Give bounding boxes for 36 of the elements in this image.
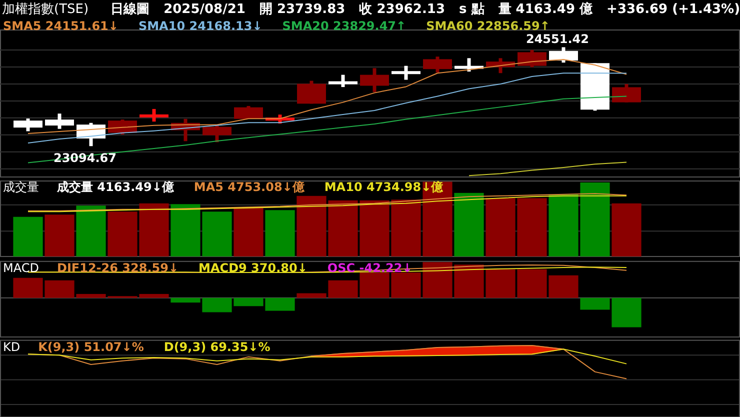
candlestick xyxy=(45,114,74,129)
text: SMA10 24168.13↓ xyxy=(138,19,262,33)
annotation: 24551.42 xyxy=(526,32,590,46)
bar xyxy=(76,206,106,256)
bar xyxy=(265,210,295,256)
text: +336.69 (+1.43%) xyxy=(606,2,740,17)
text: SMA60 22856.59↑ xyxy=(426,19,550,33)
chart-title: MACD xyxy=(3,261,39,275)
candlestick xyxy=(454,58,484,72)
series-label: DIF12-26 328.59↓ xyxy=(56,261,179,275)
series-label: 成交量 4163.49↓億 xyxy=(56,180,175,194)
text: 2025/08/21 xyxy=(164,2,246,17)
candlestick xyxy=(328,74,358,88)
candlestick xyxy=(140,108,168,122)
text: 日線圖 xyxy=(110,2,150,17)
candlestick xyxy=(14,118,42,132)
bar xyxy=(234,207,264,256)
bar xyxy=(13,216,43,256)
series-label: MACD9 370.80↓ xyxy=(198,261,308,275)
bar xyxy=(454,192,484,256)
text: 收 23962.13 xyxy=(359,2,446,17)
annotation: 23094.67 xyxy=(53,151,117,166)
chart-title: 加權指數(TSE) xyxy=(2,2,89,17)
text: s 點 xyxy=(459,2,484,17)
chart-title: 成交量 xyxy=(3,180,39,194)
text: SMA5 24151.61↓ xyxy=(3,19,118,33)
candlestick xyxy=(392,66,420,80)
series-label: K(9,3) 51.07↓% xyxy=(38,340,144,354)
text: 開 23739.83 xyxy=(259,2,346,17)
text: 量 4163.49 億 xyxy=(497,1,594,17)
bar xyxy=(44,214,74,256)
series-label: MA5 4753.08↓億 xyxy=(194,180,306,194)
text: SMA20 23829.47↑ xyxy=(282,19,406,33)
chart-title: KD xyxy=(3,340,20,354)
bar xyxy=(612,203,642,256)
series-label: D(9,3) 69.35↓% xyxy=(164,340,270,354)
